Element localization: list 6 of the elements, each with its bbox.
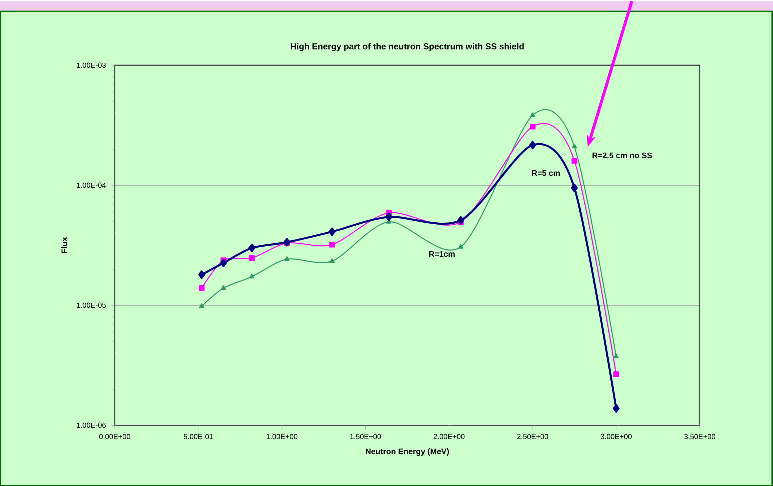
legend-label: R=2.5 cm no SS	[592, 152, 652, 158]
x-axis-title: Neutron Energy (MeV)	[366, 448, 450, 456]
series-label: R=1cm	[429, 251, 455, 257]
series-label: R=5 cm	[532, 170, 560, 176]
chart-title: High Energy part of the neutron Spectrum with SS shield	[291, 43, 524, 52]
y-axis-title: Flux	[61, 237, 68, 253]
